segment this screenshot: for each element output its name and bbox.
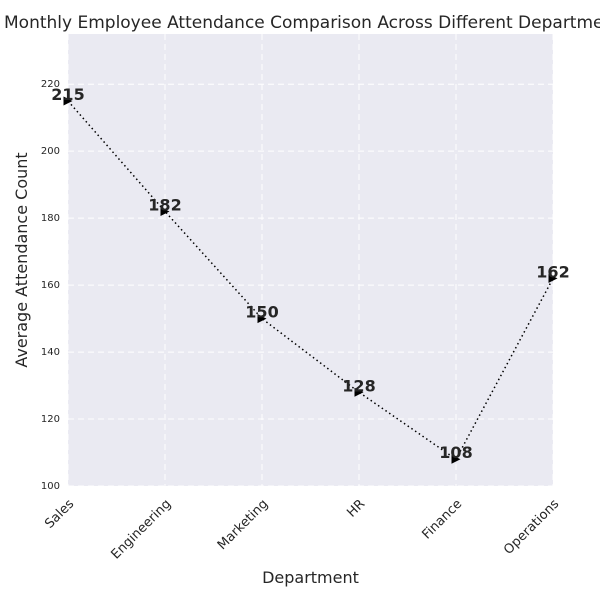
x-tick-label: HR — [344, 497, 368, 521]
data-label: 150 — [245, 303, 278, 322]
y-tick-label: 160 — [41, 280, 60, 291]
y-ticks: 100 120 140 160 180 200 220 — [41, 79, 60, 492]
y-tick-label: 100 — [41, 481, 60, 492]
y-tick-label: 180 — [41, 213, 60, 224]
data-point-marker — [257, 314, 267, 324]
data-point-marker — [63, 96, 73, 106]
data-label: 108 — [439, 443, 472, 462]
series-line — [67, 100, 554, 461]
y-tick-label: 220 — [41, 79, 60, 90]
grid — [67, 34, 554, 487]
x-tick-label: Sales — [42, 497, 77, 532]
x-tick-label: Engineering — [109, 497, 175, 563]
y-tick-label: 200 — [41, 146, 60, 157]
chart-title: Monthly Employee Attendance Comparison A… — [4, 13, 600, 33]
x-ticks: Sales Engineering Marketing HR Finance Operat… — [42, 496, 562, 562]
data-label: 162 — [536, 262, 569, 281]
x-tick-label: Operations — [501, 496, 562, 557]
y-axis-label: Average Attendance Count — [12, 152, 31, 367]
markers — [63, 96, 558, 464]
data-point-marker — [451, 454, 461, 464]
plot-area — [68, 34, 553, 486]
y-tick-label: 120 — [41, 414, 60, 425]
data-point-marker — [548, 273, 558, 283]
data-labels: 215 182 150 128 108 162 — [51, 85, 569, 462]
data-label: 215 — [51, 85, 84, 104]
data-label: 182 — [148, 195, 181, 214]
data-point-marker — [160, 206, 170, 216]
x-tick-label: Finance — [419, 497, 465, 543]
data-point-marker — [354, 387, 364, 397]
x-axis-label: Department — [262, 568, 359, 587]
y-tick-label: 140 — [41, 347, 60, 358]
x-tick-label: Marketing — [215, 497, 271, 553]
data-label: 128 — [342, 376, 375, 395]
